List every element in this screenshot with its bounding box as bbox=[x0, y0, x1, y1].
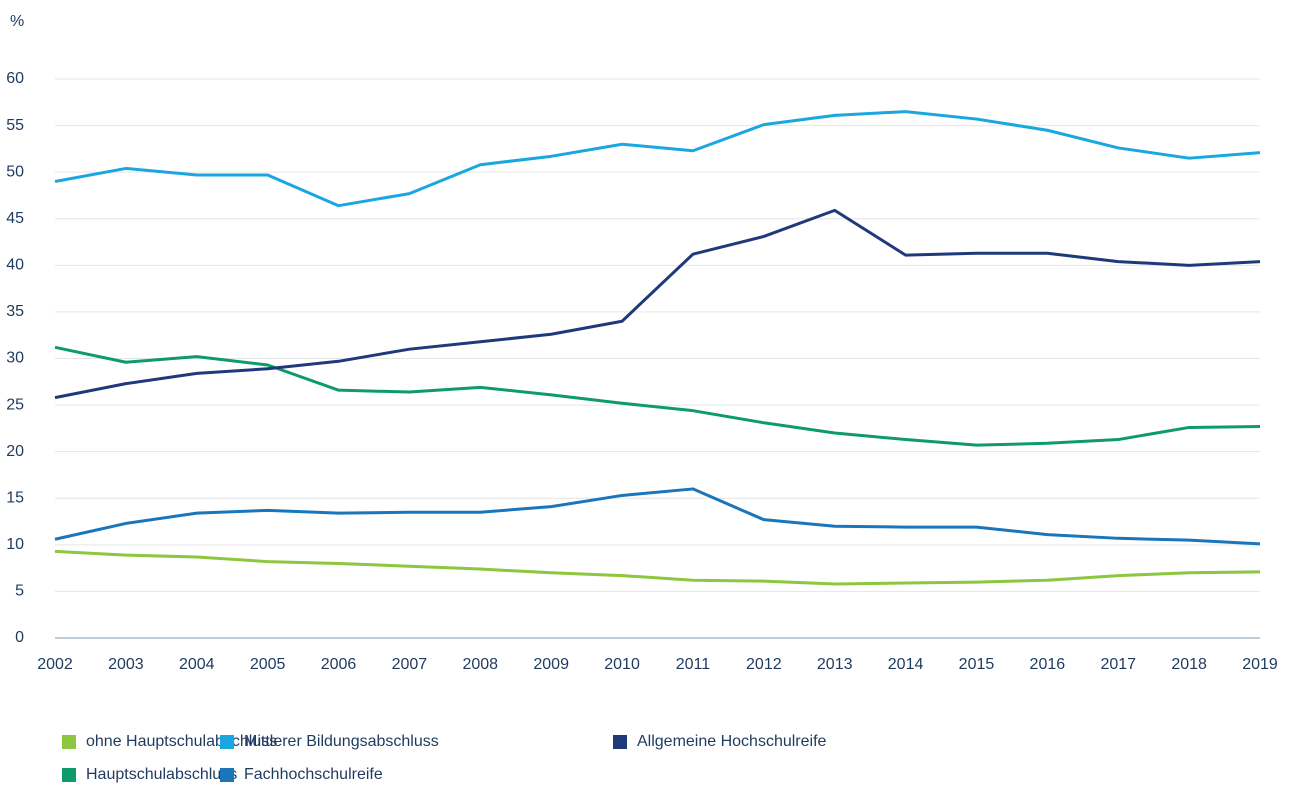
x-tick-label: 2008 bbox=[462, 656, 498, 673]
x-tick-label: 2013 bbox=[817, 656, 853, 673]
y-tick-label: 60 bbox=[6, 70, 24, 87]
y-axis-label: % bbox=[10, 13, 24, 30]
legend-swatch bbox=[62, 735, 76, 749]
legend-swatch bbox=[220, 735, 234, 749]
x-tick-label: 2003 bbox=[108, 656, 144, 673]
y-tick-label: 50 bbox=[6, 163, 24, 180]
legend-swatch bbox=[613, 735, 627, 749]
x-tick-label: 2006 bbox=[321, 656, 357, 673]
x-tick-label: 2011 bbox=[676, 656, 711, 673]
legend-label: Hauptschulabschluss bbox=[86, 766, 237, 783]
y-tick-label: 45 bbox=[6, 210, 24, 227]
x-tick-label: 2012 bbox=[746, 656, 782, 673]
x-tick-label: 2015 bbox=[959, 656, 995, 673]
y-tick-label: 15 bbox=[6, 489, 24, 506]
line-series bbox=[54, 345, 1261, 447]
legend-swatch bbox=[62, 768, 76, 782]
x-tick-label: 2002 bbox=[37, 656, 73, 673]
x-tick-label: 2016 bbox=[1030, 656, 1066, 673]
legend-label: Fachhochschulreife bbox=[244, 766, 383, 783]
x-tick-label: 2010 bbox=[604, 656, 640, 673]
line-series bbox=[54, 549, 1261, 586]
y-tick-label: 30 bbox=[6, 350, 24, 367]
x-tick-label: 2004 bbox=[179, 656, 215, 673]
line-series bbox=[54, 110, 1261, 208]
y-tick-label: 35 bbox=[6, 303, 24, 320]
line-series bbox=[54, 208, 1261, 400]
x-tick-label: 2018 bbox=[1171, 656, 1207, 673]
y-tick-label: 20 bbox=[6, 443, 24, 460]
legend-swatch bbox=[220, 768, 234, 782]
legend-label: Mittlerer Bildungsabschluss bbox=[244, 733, 439, 750]
x-tick-label: 2009 bbox=[533, 656, 569, 673]
x-tick-label: 2017 bbox=[1100, 656, 1136, 673]
y-tick-label: 0 bbox=[15, 629, 24, 646]
y-tick-label: 40 bbox=[6, 257, 24, 274]
x-tick-label: 2014 bbox=[888, 656, 924, 673]
y-tick-label: 25 bbox=[6, 396, 24, 413]
x-tick-label: 2005 bbox=[250, 656, 286, 673]
legend-label: Allgemeine Hochschulreife bbox=[637, 733, 827, 750]
y-tick-label: 10 bbox=[6, 536, 24, 553]
x-tick-label: 2019 bbox=[1242, 656, 1278, 673]
line-series bbox=[54, 487, 1261, 546]
y-tick-label: 5 bbox=[15, 583, 24, 600]
y-tick-label: 55 bbox=[6, 117, 24, 134]
x-tick-label: 2007 bbox=[392, 656, 428, 673]
